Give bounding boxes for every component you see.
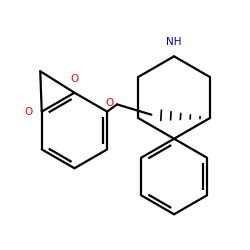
Text: O: O bbox=[105, 98, 114, 108]
Text: NH: NH bbox=[166, 38, 182, 48]
Text: O: O bbox=[70, 74, 78, 84]
Text: O: O bbox=[24, 106, 33, 117]
